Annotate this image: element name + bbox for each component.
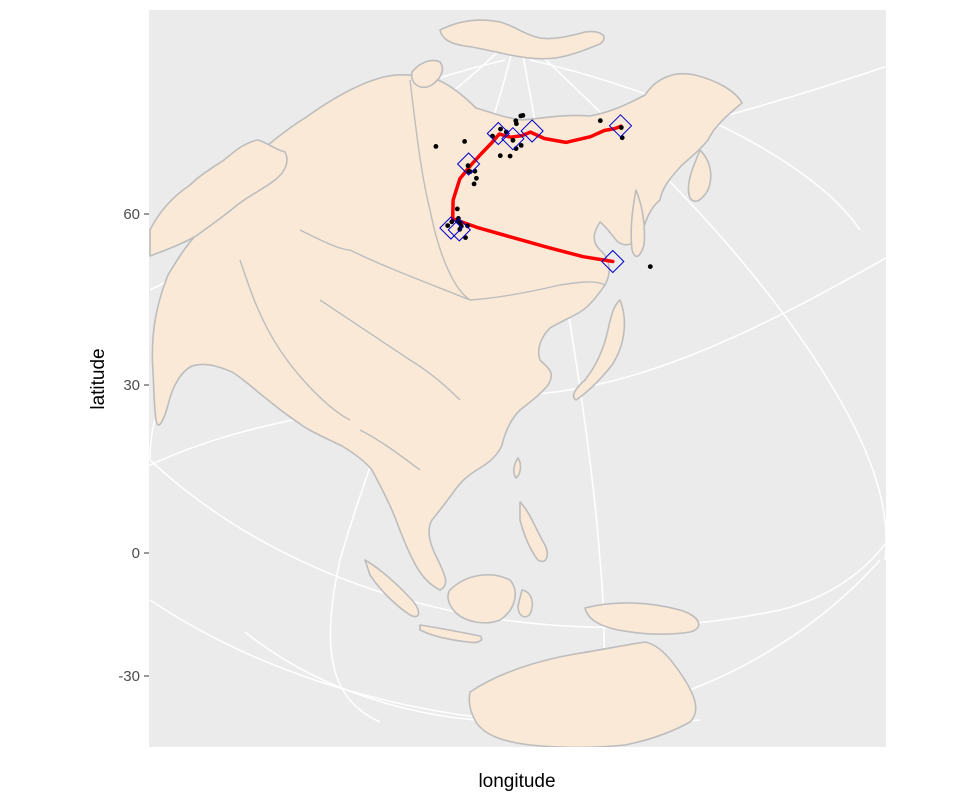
observation-point: [474, 175, 479, 181]
land-japan: [572, 299, 626, 401]
route-line: [450, 124, 623, 264]
observation-point: [462, 139, 467, 144]
land-eurasia: [151, 73, 743, 591]
land-borneo: [447, 574, 516, 624]
land-arctic-islands: [439, 19, 605, 60]
y-axis-title: latitude: [88, 348, 109, 409]
station-diamond-marker: [601, 249, 625, 274]
station-diamond-marker: [456, 152, 481, 176]
land-java: [419, 624, 483, 644]
station-diamond-marker: [447, 218, 472, 242]
landmass-group: [149, 19, 743, 747]
land-europe-north: [149, 139, 288, 257]
observation-point: [472, 168, 478, 174]
land-sumatra: [364, 559, 420, 618]
observation-point: [457, 226, 463, 232]
observation-point: [445, 223, 451, 229]
observation-point: [507, 153, 513, 159]
land-sakhalin: [630, 189, 646, 258]
land-kamchatka: [687, 149, 712, 202]
land-philippines: [519, 501, 548, 563]
y-tick-label: 30: [123, 377, 140, 394]
y-tick-label: 60: [123, 206, 140, 223]
land-taiwan: [513, 457, 522, 479]
land-sulawesi: [517, 589, 534, 618]
country-borders: [239, 79, 606, 471]
observation-point: [618, 125, 624, 130]
observation-point: [433, 144, 439, 149]
observation-point: [471, 181, 477, 187]
land-novaya-zemlya: [410, 59, 444, 88]
station-diamond-marker: [501, 126, 525, 151]
station-diamond-marker: [608, 114, 633, 138]
land-new-guinea: [584, 602, 700, 635]
observation-point: [497, 153, 503, 159]
observation-point: [597, 118, 603, 124]
observation-point: [518, 143, 524, 148]
land-australia: [468, 641, 697, 747]
station-diamond-marker: [486, 121, 511, 146]
observation-point: [619, 135, 625, 141]
observation-point: [454, 206, 460, 212]
observation-point: [510, 137, 516, 143]
observation-point: [490, 133, 495, 139]
observation-point: [498, 126, 503, 132]
station-diamond-marker: [439, 216, 463, 240]
stations-layer: [439, 114, 633, 274]
station-diamond-marker: [520, 119, 544, 143]
observation-point: [465, 163, 471, 169]
map-layer: [149, 19, 886, 747]
route-layer: [450, 124, 623, 264]
observation-point: [449, 219, 455, 225]
observation-point: [465, 223, 470, 229]
y-axis: 60 30 0 -30: [118, 206, 149, 685]
observation-point: [520, 113, 526, 118]
observation-point: [514, 121, 519, 127]
observation-point: [647, 264, 653, 269]
y-tick-label: 0: [132, 545, 140, 562]
x-axis-title: longitude: [478, 771, 555, 792]
y-tick-label: -30: [118, 668, 140, 685]
points-layer: [433, 113, 653, 269]
